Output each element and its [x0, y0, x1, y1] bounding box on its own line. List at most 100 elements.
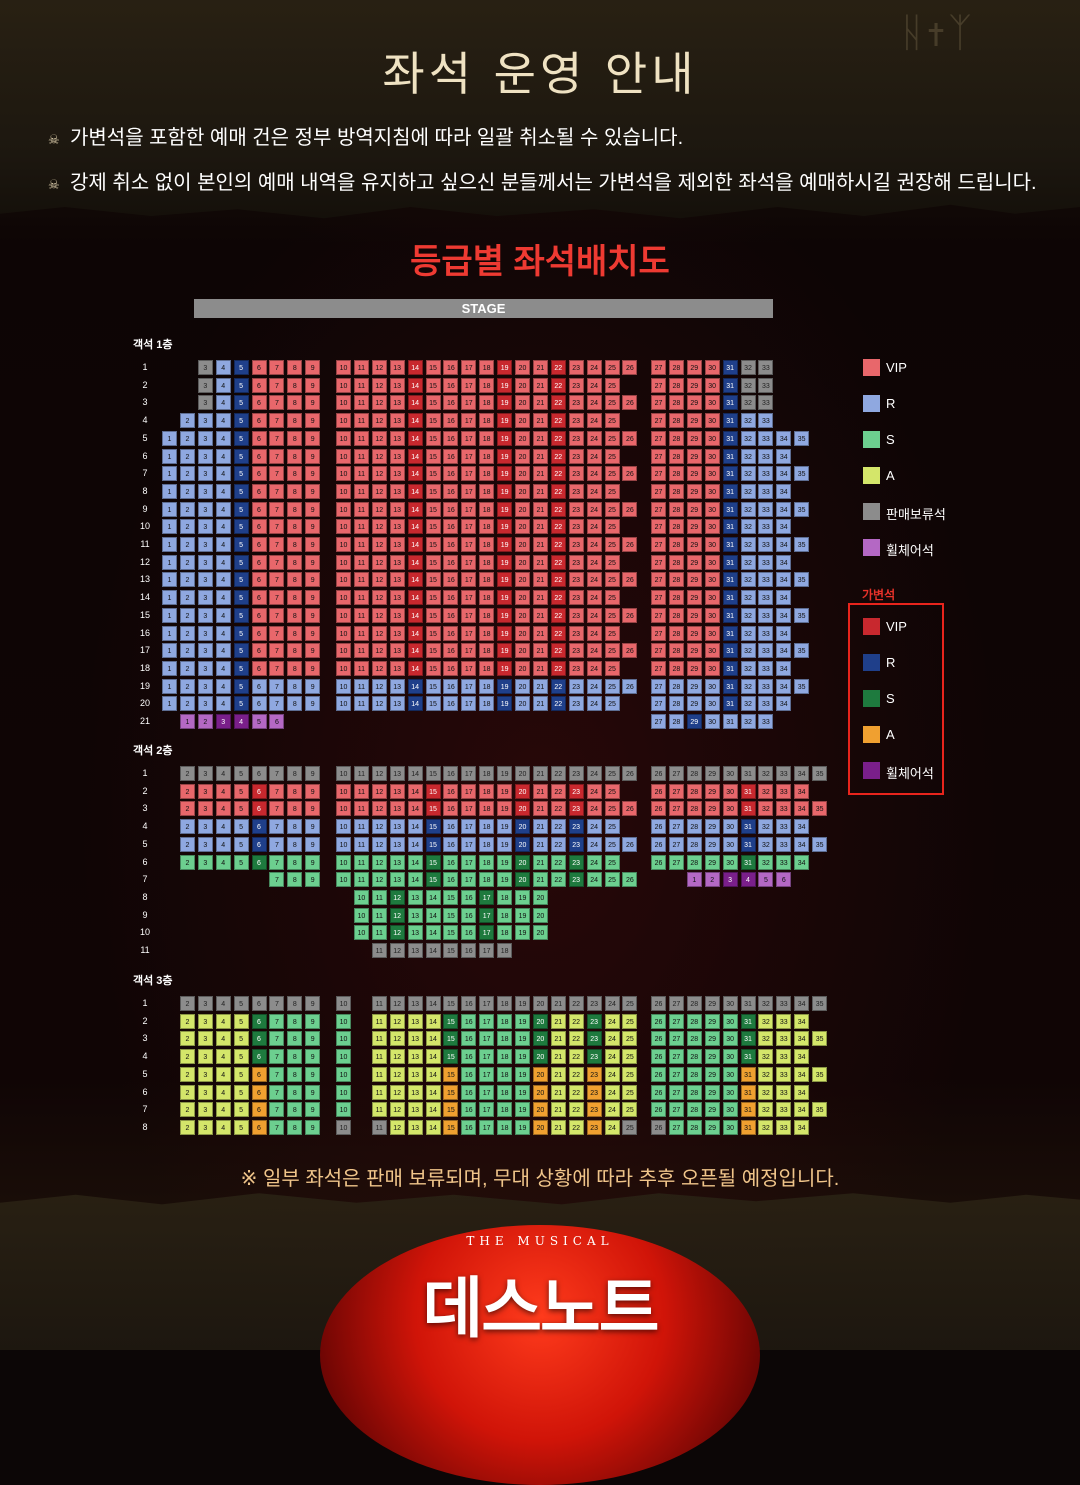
- seat[interactable]: 6: [251, 502, 267, 517]
- seat[interactable]: 5: [233, 996, 249, 1011]
- seat[interactable]: 28: [668, 395, 684, 410]
- seat[interactable]: 5: [233, 484, 249, 499]
- seat[interactable]: 10: [336, 1014, 351, 1029]
- seat[interactable]: 27: [668, 855, 684, 870]
- seat[interactable]: 3: [197, 466, 213, 481]
- seat[interactable]: 32: [740, 537, 756, 552]
- seat[interactable]: 8: [287, 1049, 303, 1064]
- seat[interactable]: 29: [686, 643, 702, 658]
- seat[interactable]: 32: [758, 1014, 774, 1029]
- seat[interactable]: 30: [722, 1102, 738, 1117]
- seat[interactable]: 17: [461, 784, 477, 799]
- seat[interactable]: 16: [443, 555, 459, 570]
- seat[interactable]: 10: [336, 378, 351, 393]
- seat[interactable]: 21: [532, 466, 548, 481]
- seat[interactable]: 14: [407, 819, 423, 834]
- seat[interactable]: 10: [336, 855, 351, 870]
- seat[interactable]: 24: [586, 519, 602, 534]
- seat[interactable]: 32: [740, 626, 756, 641]
- seat[interactable]: 31: [722, 395, 738, 410]
- seat[interactable]: 15: [425, 537, 441, 552]
- seat[interactable]: 7: [269, 996, 285, 1011]
- seat[interactable]: 4: [215, 626, 231, 641]
- seat[interactable]: 16: [443, 502, 459, 517]
- seat[interactable]: 9: [305, 626, 321, 641]
- seat[interactable]: 14: [425, 1067, 441, 1082]
- seat[interactable]: 21: [550, 1031, 566, 1046]
- seat[interactable]: 28: [686, 1031, 702, 1046]
- seat[interactable]: 22: [568, 1031, 584, 1046]
- seat[interactable]: 31: [740, 819, 756, 834]
- seat[interactable]: 15: [443, 1049, 459, 1064]
- seat[interactable]: 2: [179, 449, 195, 464]
- seat[interactable]: 30: [704, 502, 720, 517]
- seat[interactable]: 26: [651, 1014, 666, 1029]
- seat[interactable]: 10: [336, 679, 351, 694]
- seat[interactable]: 19: [515, 890, 530, 905]
- seat[interactable]: 8: [287, 1085, 303, 1100]
- seat[interactable]: 6: [251, 413, 267, 428]
- seat[interactable]: 7: [269, 502, 285, 517]
- seat[interactable]: 29: [686, 449, 702, 464]
- seat[interactable]: 9: [305, 1102, 321, 1117]
- seat[interactable]: 10: [336, 1120, 351, 1135]
- seat[interactable]: 8: [287, 466, 303, 481]
- seat[interactable]: 32: [740, 608, 756, 623]
- seat[interactable]: 19: [497, 819, 513, 834]
- seat[interactable]: 23: [568, 466, 584, 481]
- seat[interactable]: 17: [461, 466, 477, 481]
- seat[interactable]: 18: [479, 872, 495, 887]
- seat[interactable]: 7: [269, 1085, 285, 1100]
- seat[interactable]: 20: [532, 1014, 548, 1029]
- seat[interactable]: 19: [497, 696, 513, 711]
- seat[interactable]: 9: [305, 449, 321, 464]
- seat[interactable]: 13: [389, 784, 405, 799]
- seat[interactable]: 5: [233, 819, 249, 834]
- seat[interactable]: 17: [479, 1120, 495, 1135]
- seat[interactable]: 15: [425, 590, 441, 605]
- seat[interactable]: 3: [197, 643, 213, 658]
- seat[interactable]: 7: [269, 572, 285, 587]
- seat[interactable]: 34: [776, 431, 792, 446]
- seat[interactable]: 13: [389, 431, 405, 446]
- seat[interactable]: 32: [758, 819, 774, 834]
- seat[interactable]: 20: [515, 466, 530, 481]
- seat[interactable]: 27: [668, 1014, 684, 1029]
- seat[interactable]: 20: [515, 626, 530, 641]
- seat[interactable]: 22: [550, 519, 566, 534]
- seat[interactable]: 29: [686, 626, 702, 641]
- seat[interactable]: 17: [479, 943, 495, 958]
- seat[interactable]: 13: [389, 855, 405, 870]
- seat[interactable]: 16: [443, 855, 459, 870]
- seat[interactable]: 7: [269, 643, 285, 658]
- seat[interactable]: 24: [586, 696, 602, 711]
- seat[interactable]: 8: [287, 661, 303, 676]
- seat[interactable]: 18: [479, 484, 495, 499]
- seat[interactable]: 20: [515, 819, 530, 834]
- seat[interactable]: 22: [568, 996, 584, 1011]
- seat[interactable]: 28: [668, 555, 684, 570]
- seat[interactable]: 32: [740, 431, 756, 446]
- seat[interactable]: 15: [425, 661, 441, 676]
- seat[interactable]: 13: [407, 1102, 423, 1117]
- seat[interactable]: 17: [461, 502, 477, 517]
- seat[interactable]: 10: [336, 1031, 351, 1046]
- seat[interactable]: 2: [179, 626, 195, 641]
- seat[interactable]: 29: [686, 360, 702, 375]
- seat[interactable]: 18: [479, 572, 495, 587]
- seat[interactable]: 33: [758, 626, 774, 641]
- seat[interactable]: 23: [568, 855, 584, 870]
- seat[interactable]: 12: [371, 784, 387, 799]
- seat[interactable]: 2: [179, 679, 195, 694]
- seat[interactable]: 19: [497, 837, 513, 852]
- seat[interactable]: 16: [443, 484, 459, 499]
- seat[interactable]: 27: [668, 1102, 684, 1117]
- seat[interactable]: 18: [479, 360, 495, 375]
- seat[interactable]: 8: [287, 855, 303, 870]
- seat[interactable]: 4: [215, 378, 231, 393]
- seat[interactable]: 3: [197, 537, 213, 552]
- seat[interactable]: 32: [740, 395, 756, 410]
- seat[interactable]: 21: [532, 766, 548, 781]
- seat[interactable]: 12: [389, 1014, 405, 1029]
- seat[interactable]: 30: [722, 855, 738, 870]
